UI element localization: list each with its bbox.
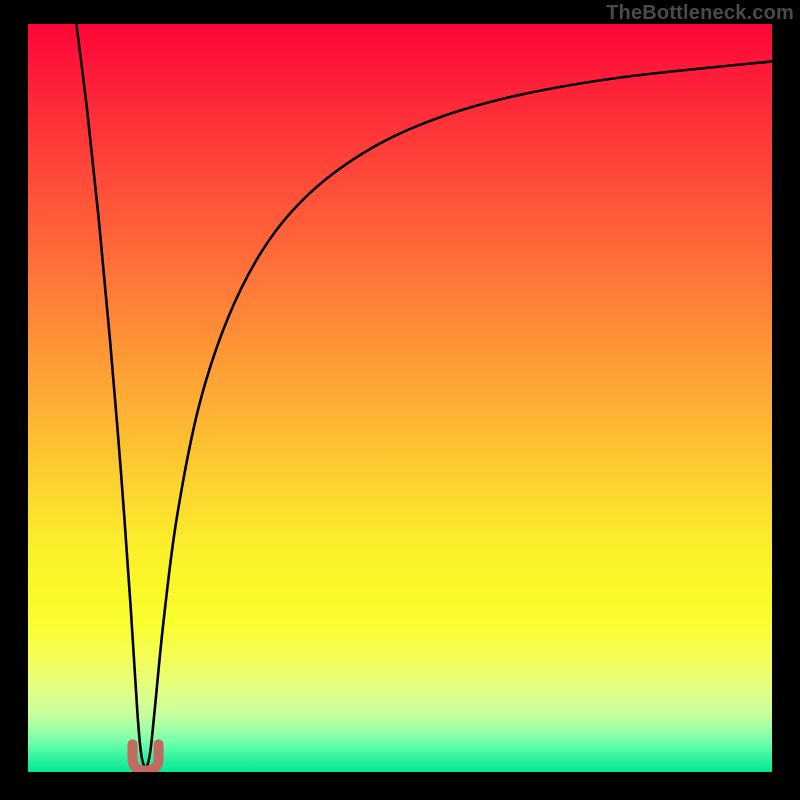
- chart-container: { "watermark": { "text": "TheBottleneck.…: [0, 0, 800, 800]
- watermark-text: TheBottleneck.com: [606, 2, 794, 25]
- plot-area: [28, 24, 772, 772]
- bottleneck-chart: [0, 0, 800, 800]
